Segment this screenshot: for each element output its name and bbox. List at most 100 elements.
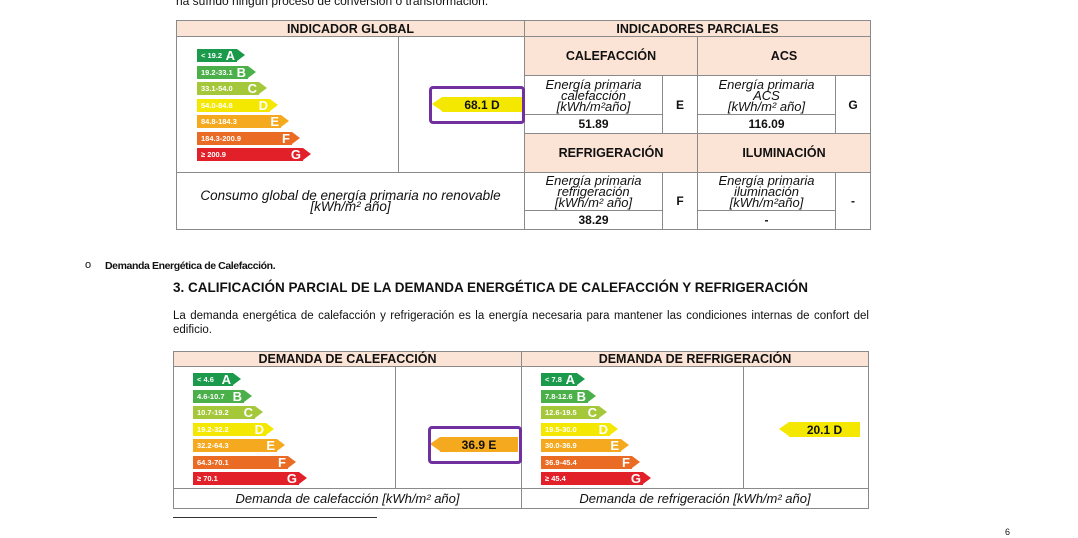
partial-acs-value: 116.09 xyxy=(697,114,836,134)
label-l2: iluminación xyxy=(733,184,800,199)
label-l1: Energía primaria xyxy=(545,76,642,92)
scale-letter: C xyxy=(243,405,253,420)
partial-iluminacion-value: - xyxy=(697,210,836,230)
scale-range: 19.5-30.0 xyxy=(545,424,577,434)
scale-letter: E xyxy=(266,438,275,453)
label-l2: calefacción xyxy=(560,87,627,103)
bullet-text: Demanda Energética de Calefacción. xyxy=(105,260,276,272)
scale-range: < 19.2 xyxy=(201,51,223,60)
partial-refrigeracion-value: 38.29 xyxy=(524,210,663,230)
scale-bar-D: 19.2-32.2 D xyxy=(193,421,274,437)
global-footer: Consumo global de energía primaria no re… xyxy=(176,172,525,230)
partial-acs-label: Energía primaria ACS [kWh/m² año] xyxy=(697,75,836,115)
cooling-result-arrow: 20.1 D xyxy=(779,422,860,437)
bullet-icon: o xyxy=(85,259,92,271)
scale-bar-B: 19.2-33.1 B xyxy=(197,64,256,80)
partial-acs-grade: G xyxy=(835,75,871,134)
label-l2: ACS xyxy=(753,87,780,103)
scale-bar-G: ≥ 200.9 G xyxy=(197,147,311,162)
scale-letter: A xyxy=(565,372,575,387)
scale-range: 36.9-45.4 xyxy=(545,457,577,467)
global-header: INDICADOR GLOBAL xyxy=(176,20,525,37)
scale-bar-F: 64.3-70.1 F xyxy=(193,454,296,470)
page-number: 6 xyxy=(1005,527,1011,537)
scale-bar-F: 36.9-45.4 F xyxy=(541,454,640,470)
scale-bar-E: 84.8-184.3 E xyxy=(197,114,289,129)
scale-range: ≥ 70.1 xyxy=(197,474,218,483)
scale-bar-C: 12.6-19.5 C xyxy=(541,405,607,420)
partial-calefaccion-value: 51.89 xyxy=(524,114,663,134)
scale-letter: E xyxy=(270,114,279,129)
scale-bar-A: < 7.8 A xyxy=(541,372,585,387)
global-result-arrow: 68.1 D xyxy=(432,97,522,112)
scale-letter: A xyxy=(221,372,231,387)
partial-calefaccion-label: Energía primaria calefacción [kWh/m²año] xyxy=(524,75,663,115)
scale-letter: D xyxy=(254,421,264,437)
scale-bar-G: ≥ 45.4 G xyxy=(541,471,651,486)
label-l1: Energía primaria xyxy=(718,76,815,92)
highlight-box xyxy=(429,86,525,124)
label-l3: [kWh/m²año] xyxy=(556,98,631,114)
top-text: ha sufrido ningún proceso de conversión … xyxy=(176,0,489,8)
heating-result-arrow: 36.9 E xyxy=(430,437,518,452)
scale-bar-A: < 4.6 A xyxy=(193,372,241,387)
scale-range: < 4.6 xyxy=(197,375,214,384)
scale-letter: B xyxy=(232,388,242,404)
scale-range: ≥ 200.9 xyxy=(201,150,226,159)
scale-letter: G xyxy=(630,471,641,486)
label-l3: [kWh/m² año] xyxy=(554,195,633,210)
scale-letter: A xyxy=(225,48,235,63)
scale-bar-D: 19.5-30.0 D xyxy=(541,421,618,437)
scale-range: < 7.8 xyxy=(545,375,562,384)
scale-letter: D xyxy=(258,97,268,113)
partial-iluminacion-grade: - xyxy=(835,172,871,230)
scale-letter: G xyxy=(286,471,297,486)
partial-iluminacion-label: Energía primaria iluminación [kWh/m²año] xyxy=(697,172,836,211)
scale-range: 19.2-32.2 xyxy=(197,424,229,434)
scale-bar-C: 10.7-19.2 C xyxy=(193,405,263,420)
label-l1: Energía primaria xyxy=(718,173,815,188)
label-l3: [kWh/m² año] xyxy=(727,98,806,114)
partial-iluminacion-title: ILUMINACIÓN xyxy=(697,133,871,173)
scale-range: 19.2-33.1 xyxy=(201,67,233,77)
cooling-header: DEMANDA DE REFRIGERACIÓN xyxy=(521,351,869,367)
label-l1: Energía primaria xyxy=(545,173,642,188)
partial-refrigeracion-label: Energía primaria refrigeración [kWh/m² año… xyxy=(524,172,663,211)
label-l3: [kWh/m²año] xyxy=(729,195,804,210)
scale-range: 30.0-36.9 xyxy=(545,441,577,450)
scale-range: 84.8-184.3 xyxy=(201,117,237,126)
heating-footer: Demanda de calefacción [kWh/m² año] xyxy=(173,488,522,509)
cooling-footer: Demanda de refrigeración [kWh/m² año] xyxy=(521,488,869,509)
label-l2: refrigeración xyxy=(557,184,630,199)
scale-range: ≥ 45.4 xyxy=(545,474,566,483)
scale-letter: F xyxy=(282,130,290,146)
scale-bar-D: 54.0-84.8 D xyxy=(197,97,278,113)
scale-bar-E: 32.2-64.3 E xyxy=(193,438,285,453)
scale-letter: F xyxy=(622,454,630,470)
scale-letter: D xyxy=(598,421,608,437)
scale-letter: B xyxy=(576,388,586,404)
scale-bar-C: 33.1-54.0 C xyxy=(197,81,267,96)
scale-range: 7.8-12.6 xyxy=(545,391,573,401)
highlight-box xyxy=(428,426,522,464)
scale-bar-A: < 19.2 A xyxy=(197,48,245,63)
scale-range: 4.6-10.7 xyxy=(197,391,225,401)
partial-calefaccion-grade: E xyxy=(662,75,698,134)
heating-header: DEMANDA DE CALEFACCIÓN xyxy=(173,351,522,367)
partial-refrigeracion-title: REFRIGERACIÓN xyxy=(524,133,698,173)
scale-range: 184.3-200.9 xyxy=(201,133,242,143)
scale-letter: F xyxy=(278,454,286,470)
footer-label: Consumo global de energía primaria no re… xyxy=(200,188,501,203)
partial-calefaccion-title: CALEFACCIÓN xyxy=(524,36,698,76)
scale-bar-B: 7.8-12.6 B xyxy=(541,388,596,404)
scale-bar-B: 4.6-10.7 B xyxy=(193,388,252,404)
scale-letter: C xyxy=(247,81,257,96)
scale-letter: B xyxy=(236,64,246,80)
scale-bar-E: 30.0-36.9 E xyxy=(541,438,629,453)
footnote-divider xyxy=(173,517,377,518)
scale-bar-F: 184.3-200.9 F xyxy=(197,130,300,146)
section-title: 3. CALIFICACIÓN PARCIAL DE LA DEMANDA EN… xyxy=(173,280,809,295)
scale-range: 64.3-70.1 xyxy=(197,457,229,467)
scale-range: 10.7-19.2 xyxy=(197,408,229,417)
paragraph: La demanda energética de calefacción y r… xyxy=(173,310,869,336)
